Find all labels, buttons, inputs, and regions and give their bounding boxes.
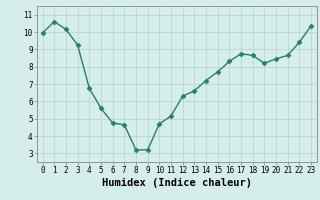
X-axis label: Humidex (Indice chaleur): Humidex (Indice chaleur) xyxy=(102,178,252,188)
